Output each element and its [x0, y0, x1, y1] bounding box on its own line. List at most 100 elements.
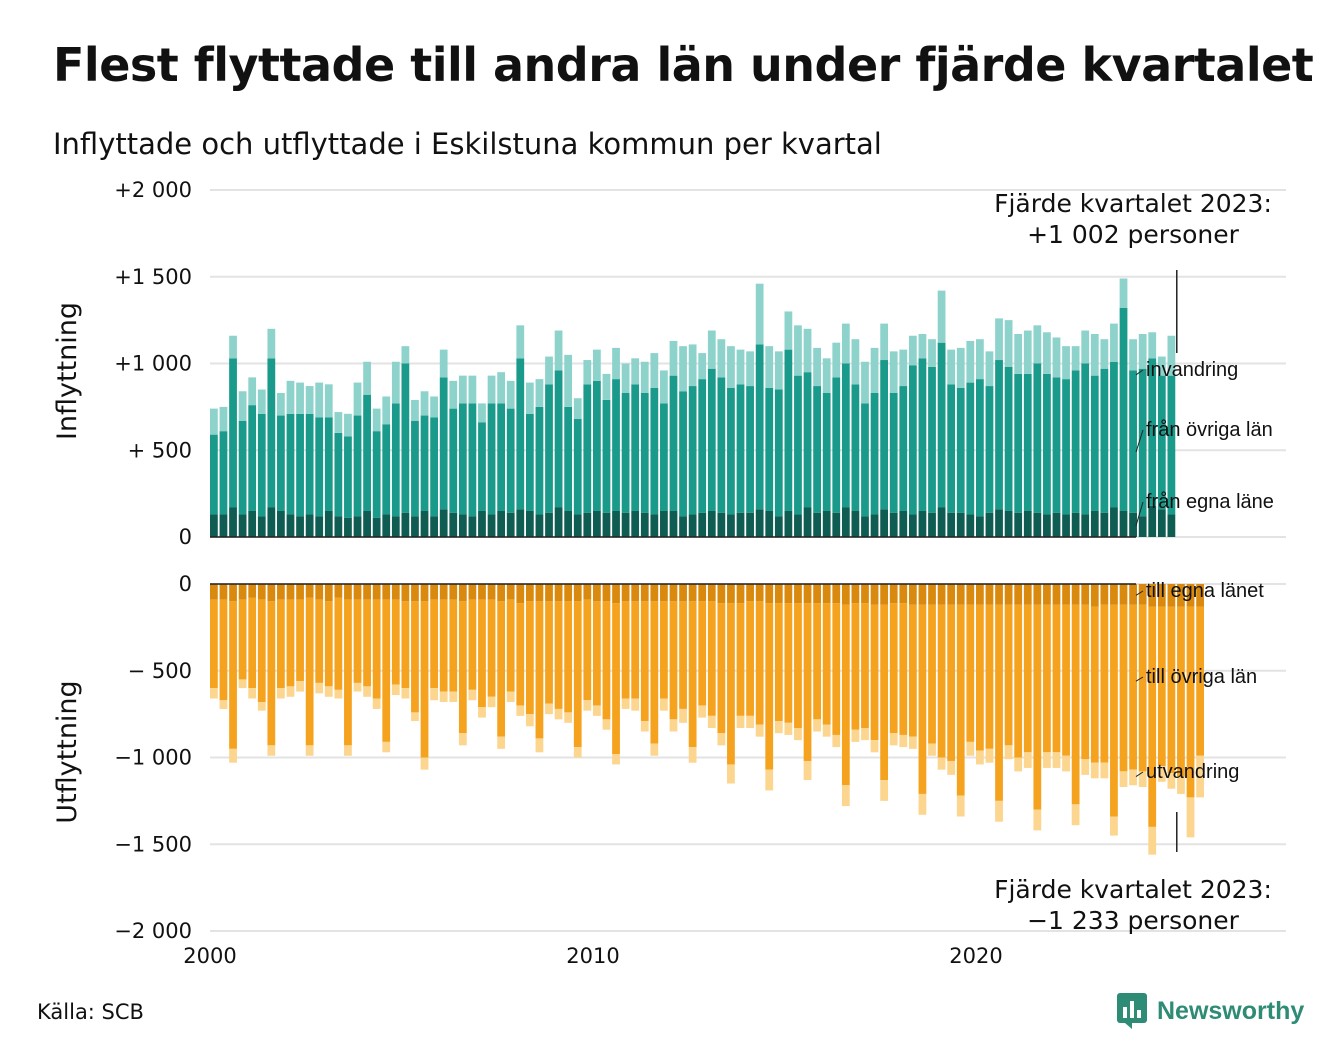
bar-segment-outflow — [870, 740, 879, 753]
bar-segment-inflow — [736, 349, 745, 385]
bar-segment-inflow — [516, 509, 525, 537]
series-label-outflow: till egna länet — [1146, 580, 1264, 602]
leader-line-outflow — [1135, 590, 1144, 596]
bar-segment-inflow — [305, 386, 314, 414]
bar-segment-inflow — [372, 431, 381, 518]
bar-segment-inflow — [631, 358, 640, 385]
bar-segment-outflow — [784, 584, 793, 604]
bar-segment-inflow — [727, 346, 735, 388]
bar-segment-outflow — [832, 603, 841, 735]
newsworthy-logo[interactable]: Newsworthy — [1117, 993, 1304, 1029]
bar-segment-outflow — [535, 738, 544, 753]
outflow-bars — [210, 584, 1204, 855]
bar-segment-inflow — [669, 340, 678, 376]
bar-segment-inflow — [219, 431, 228, 515]
bar-segment-inflow — [918, 358, 927, 511]
bar-segment-inflow — [956, 512, 965, 537]
bar-segment-inflow — [468, 516, 477, 537]
bar-segment-outflow — [305, 584, 314, 598]
bar-segment-outflow — [267, 745, 276, 756]
bar-segment-inflow — [660, 403, 668, 511]
bar-segment-outflow — [334, 597, 343, 690]
bar-segment-outflow — [525, 584, 534, 602]
bar-segment-outflow — [870, 584, 879, 605]
bar-segment-inflow — [698, 512, 707, 537]
bar-segment-inflow — [813, 512, 821, 537]
bar-segment-inflow — [229, 335, 237, 359]
bar-segment-outflow — [736, 715, 745, 728]
bar-segment-outflow — [698, 584, 707, 602]
bar-segment-outflow — [334, 584, 343, 598]
bar-segment-inflow — [794, 325, 802, 376]
bar-segment-inflow — [1043, 373, 1051, 515]
bar-segment-outflow — [535, 601, 544, 739]
bar-segment-inflow — [248, 405, 257, 511]
x-tick-label: 2000 — [183, 944, 236, 968]
bar-segment-outflow — [1148, 826, 1157, 855]
bar-segment-outflow — [1186, 584, 1195, 607]
bar-segment-inflow — [976, 339, 984, 380]
bar-segment-outflow — [439, 691, 448, 702]
bar-segment-inflow — [382, 424, 391, 515]
bar-segment-inflow — [880, 323, 889, 361]
bar-segment-outflow — [1100, 762, 1109, 779]
bar-segment-inflow — [976, 379, 984, 517]
bar-segment-inflow — [315, 417, 324, 517]
bar-segment-outflow — [497, 601, 506, 737]
bar-segment-outflow — [1167, 584, 1176, 607]
bar-segment-inflow — [688, 514, 697, 537]
bar-segment-outflow — [497, 584, 506, 602]
bar-segment-outflow — [573, 747, 582, 758]
bar-segment-inflow — [688, 344, 697, 387]
chart-labels: från egna läne från övriga län invandring t… — [52, 189, 1274, 935]
bar-segment-inflow — [621, 512, 630, 537]
bar-segment-outflow — [583, 599, 592, 701]
bar-segment-outflow — [1148, 584, 1157, 607]
bar-segment-inflow — [918, 510, 927, 537]
bar-segment-inflow — [506, 380, 515, 409]
bar-segment-outflow — [985, 584, 994, 605]
bar-segment-outflow — [545, 584, 553, 602]
bar-segment-outflow — [1110, 584, 1118, 605]
bar-segment-outflow — [937, 757, 946, 770]
bar-segment-inflow — [1023, 510, 1032, 537]
bar-segment-inflow — [640, 512, 649, 537]
bar-segment-outflow — [813, 719, 821, 732]
bar-segment-outflow — [315, 599, 324, 683]
bar-segment-outflow — [506, 584, 515, 600]
bar-segment-inflow — [564, 406, 573, 511]
bar-segment-inflow — [238, 514, 247, 537]
bar-segment-outflow — [401, 584, 410, 602]
bar-segment-outflow — [554, 601, 563, 709]
bar-segment-outflow — [353, 584, 362, 600]
bar-segment-outflow — [554, 584, 563, 602]
bar-segment-outflow — [746, 601, 754, 716]
bar-segment-inflow — [717, 377, 726, 513]
y-tick-label-top: +1 000 — [114, 352, 192, 376]
bar-segment-outflow — [458, 733, 467, 746]
bar-segment-inflow — [1100, 339, 1109, 369]
bar-segment-inflow — [784, 349, 793, 511]
bar-segment-inflow — [746, 386, 754, 513]
bar-segment-outflow — [372, 584, 381, 600]
bar-segment-inflow — [420, 415, 429, 511]
bar-segment-inflow — [1062, 379, 1070, 515]
bar-segment-inflow — [257, 389, 266, 414]
bar-segment-inflow — [277, 415, 285, 511]
bar-segment-outflow — [1129, 584, 1137, 605]
bar-segment-outflow — [660, 601, 668, 699]
bar-segment-outflow — [1033, 584, 1042, 605]
bar-segment-inflow — [669, 375, 678, 511]
bar-segment-inflow — [908, 514, 917, 537]
bar-segment-inflow — [1138, 516, 1147, 537]
bar-segment-inflow — [277, 510, 285, 537]
bar-segment-inflow — [1081, 363, 1090, 515]
bar-segment-outflow — [391, 584, 400, 600]
bar-segment-inflow — [401, 512, 410, 537]
bar-segment-inflow — [478, 403, 486, 423]
bar-segment-inflow — [573, 419, 582, 515]
bar-segment-inflow — [1071, 512, 1080, 537]
bar-segment-outflow — [947, 584, 956, 605]
bar-segment-inflow — [727, 387, 735, 515]
bar-segment-outflow — [248, 597, 257, 689]
